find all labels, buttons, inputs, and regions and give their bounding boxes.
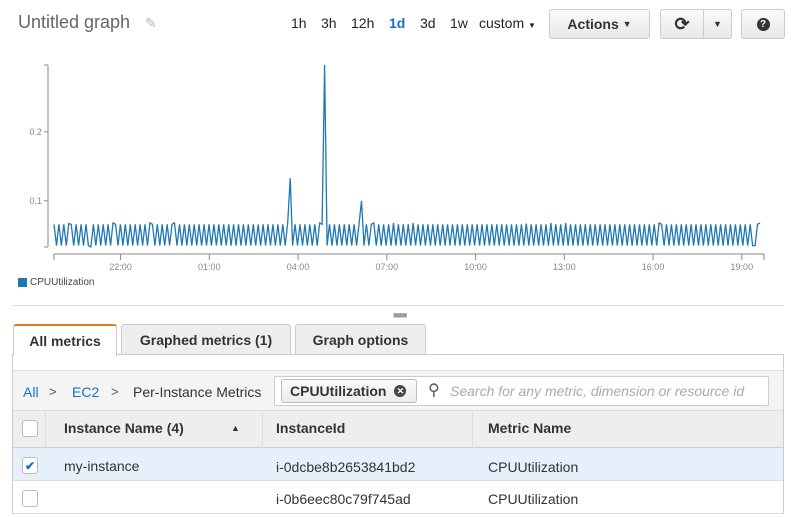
tab-graph-options[interactable]: Graph options	[295, 324, 426, 355]
actions-label: Actions	[567, 16, 619, 32]
graph-title[interactable]: Untitled graph	[18, 12, 131, 32]
range-3d[interactable]: 3d	[420, 15, 436, 31]
breadcrumb-separator: >	[49, 384, 57, 399]
token-label: CPUUtilization	[290, 383, 387, 399]
series-line-cpuutilization	[53, 64, 761, 249]
y-tick-label: 0.2	[29, 127, 42, 137]
x-tick-label: 13:00	[553, 262, 576, 272]
caret-down-icon: ▼	[713, 19, 722, 29]
tab-all-metrics[interactable]: All metrics	[13, 324, 117, 356]
custom-label: custom	[479, 15, 525, 31]
caret-down-icon: ▼	[528, 21, 536, 30]
legend-label: CPUUtilization	[30, 277, 95, 288]
actions-button[interactable]: Actions ▼	[549, 9, 650, 39]
range-1w[interactable]: 1w	[450, 15, 468, 31]
table-row[interactable]	[13, 448, 783, 481]
refresh-icon: ⟳	[674, 13, 690, 34]
column-instance-id[interactable]: InstanceId	[276, 420, 346, 436]
drag-handle-icon[interactable]: ■■■	[393, 310, 407, 320]
tab-graphed-metrics[interactable]: Graphed metrics (1)	[121, 324, 291, 355]
row-checkbox[interactable]: ✔	[22, 457, 38, 474]
instance-id: i-0b6eec80c79f745ad	[276, 491, 411, 507]
resize-divider	[12, 305, 784, 306]
table-header	[13, 410, 783, 448]
check-icon: ✔	[24, 458, 36, 473]
range-1d[interactable]: 1d	[389, 15, 406, 31]
range-1h[interactable]: 1h	[291, 15, 307, 31]
range-3h[interactable]: 3h	[321, 15, 337, 31]
breadcrumb-all[interactable]: All	[23, 384, 39, 400]
refresh-button[interactable]: ⟳	[660, 9, 704, 39]
x-tick-label: 19:00	[731, 262, 754, 272]
x-tick-label: 04:00	[287, 262, 310, 272]
x-tick-label: 01:00	[198, 262, 221, 272]
search-icon: ⚲	[428, 382, 440, 399]
chart-legend[interactable]: CPUUtilization	[18, 277, 94, 288]
breadcrumb-separator: >	[111, 384, 119, 399]
breadcrumb-ec2[interactable]: EC2	[72, 384, 100, 400]
x-tick-label: 22:00	[109, 262, 132, 272]
table-row[interactable]	[13, 481, 783, 514]
question-circle-icon: ?	[756, 17, 770, 31]
legend-swatch	[18, 278, 27, 287]
range-custom[interactable]: custom ▼	[479, 15, 536, 31]
sort-asc-icon[interactable]: ▲	[231, 423, 240, 433]
x-tick-label: 16:00	[642, 262, 665, 272]
refresh-options-button[interactable]: ▼	[703, 9, 732, 39]
x-tick-label: 10:00	[464, 262, 487, 272]
instance-id: i-0dcbe8b2653841bd2	[276, 459, 416, 475]
close-circle-icon[interactable]: ✕	[394, 385, 407, 397]
y-tick-label: 0.1	[29, 196, 42, 206]
column-instance-name[interactable]: Instance Name (4)	[64, 420, 184, 436]
cpu-chart: 0.1 0.2 22:00 01:00 04:00 07:00 10:00 13:00 16:0…	[29, 64, 765, 272]
column-metric-name[interactable]: Metric Name	[488, 420, 572, 436]
pencil-icon[interactable]: ✎	[145, 15, 157, 31]
x-tick-label: 07:00	[376, 262, 399, 272]
select-all-checkbox[interactable]	[22, 420, 38, 437]
instance-name: my-instance	[64, 458, 140, 474]
search-token[interactable]: CPUUtilization ✕	[281, 379, 417, 403]
breadcrumb-current: Per-Instance Metrics	[133, 384, 262, 400]
search-input[interactable]: Search for any metric, dimension or reso…	[450, 383, 745, 399]
metric-name: CPUUtilization	[488, 491, 579, 507]
metric-name: CPUUtilization	[488, 459, 579, 475]
caret-down-icon: ▼	[622, 19, 632, 29]
help-button[interactable]: ?	[741, 9, 785, 39]
range-12h[interactable]: 12h	[351, 15, 375, 31]
metrics-panel	[12, 354, 784, 514]
row-checkbox[interactable]	[22, 490, 38, 507]
